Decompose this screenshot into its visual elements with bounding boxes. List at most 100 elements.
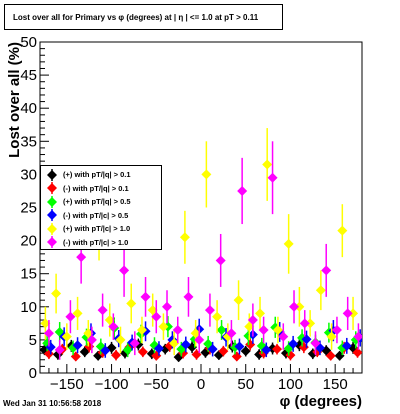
legend-marker [47,209,57,222]
data-point-s4 [262,159,273,170]
data-point-s5 [299,318,310,329]
legend-label: (-) with pT/|c| > 0.5 [63,210,129,220]
data-point-s4 [315,285,326,296]
y-tick-label: 15 [20,266,37,283]
data-point-s5 [194,334,205,345]
data-point-s4 [147,305,158,316]
data-point-s5 [342,308,353,319]
data-point-s4 [51,288,62,299]
y-tick-label: 5 [29,332,37,349]
chart-title: Lost over all for Primary vs φ (degrees)… [13,12,259,22]
x-tick-label: 50 [237,376,254,393]
data-point-s1 [231,351,242,362]
y-tick-label: 0 [29,365,37,382]
data-point-s5 [237,185,248,196]
data-point-s1 [352,347,362,358]
x-tick-label: −100 [95,376,129,393]
data-point-s5 [129,338,140,349]
data-point-s5 [162,301,173,312]
data-point-s3 [301,334,312,345]
legend-marker [47,195,57,208]
timestamp-footer: Wed Jan 31 10:56:58 2018 [3,399,102,408]
y-tick-label: 45 [20,67,37,84]
data-point-s5 [278,331,289,342]
legend-label: (-) with pT/|c| > 1.0 [63,237,129,247]
data-point-s5 [54,344,65,355]
data-point-s3 [180,339,191,350]
data-point-s0 [334,350,345,361]
data-point-s5 [108,321,119,332]
data-point-s4 [72,308,83,319]
data-point-s5 [119,265,130,276]
data-point-s3 [288,338,299,349]
data-point-s0 [119,348,130,359]
legend-label: (+) with pT/|q| > 0.1 [63,170,131,180]
data-point-s5 [140,291,151,302]
y-tick-label: 35 [20,133,37,150]
data-point-s4 [126,298,137,309]
data-point-s3 [341,340,352,351]
legend-entry: (+) with pT/|c| > 1.0 [41,222,161,236]
data-point-s5 [43,328,54,339]
data-point-s4 [212,311,223,322]
legend-marker [47,168,57,181]
data-point-s4 [83,328,94,339]
data-point-s4 [305,318,316,329]
data-point-s4 [348,308,359,319]
legend-entry: (+) with pT/|q| > 0.5 [41,195,161,209]
legend-label: (+) with pT/|q| > 0.5 [63,197,131,207]
data-point-s4 [61,331,72,342]
data-point-s4 [179,232,190,243]
x-axis-label: φ (degrees) [280,393,362,410]
y-tick-label: 30 [20,166,37,183]
data-point-s3 [207,344,218,355]
legend-entry: (-) with pT/|c| > 0.5 [41,209,161,223]
y-tick-label: 25 [20,200,37,217]
data-point-s4 [337,225,348,236]
data-point-s4 [244,321,255,332]
data-point-s4 [104,315,115,326]
x-tick-label: 0 [197,376,205,393]
data-point-s1 [111,350,122,361]
data-point-s2 [216,324,227,335]
legend-entry: (-) with pT/|c| > 1.0 [41,236,161,250]
y-tick-label: 10 [20,299,37,316]
data-point-s4 [40,318,51,329]
legend-entry: (+) with pT/|q| > 0.1 [41,168,161,182]
legend-label: (+) with pT/|c| > 1.0 [63,224,131,234]
legend-marker [47,222,57,235]
data-point-s3 [153,343,164,354]
data-point-s5 [204,305,215,316]
data-point-s2 [54,326,65,337]
data-point-s4 [233,295,244,306]
data-point-s0 [240,346,251,357]
data-point-s2 [122,344,133,355]
data-point-s3 [100,345,111,356]
data-points [40,128,362,363]
data-point-s1 [137,346,148,357]
data-point-s1 [272,344,283,355]
data-point-s4 [201,169,212,180]
data-point-s5 [247,315,258,326]
data-point-s5 [97,305,108,316]
legend-marker [47,182,57,195]
data-point-s5 [86,334,97,345]
x-tick-label: 100 [278,376,303,393]
data-point-s4 [294,301,305,312]
data-point-s4 [272,324,283,335]
data-point-s5 [151,311,162,322]
data-point-s5 [353,331,362,342]
y-tick-label: 20 [20,233,37,250]
data-point-s0 [40,344,50,355]
data-point-s3 [234,341,245,352]
x-tick-label: −150 [50,376,84,393]
data-point-s4 [136,324,147,335]
data-point-s5 [289,301,300,312]
data-point-s4 [255,308,266,319]
data-point-s4 [115,334,126,345]
data-point-s4 [326,331,337,342]
data-point-s4 [158,321,169,332]
data-point-s1 [218,346,229,357]
chart-legend: (+) with pT/|q| > 0.1 (-) with pT/|q| > 0… [40,165,162,250]
data-point-s4 [169,338,180,349]
